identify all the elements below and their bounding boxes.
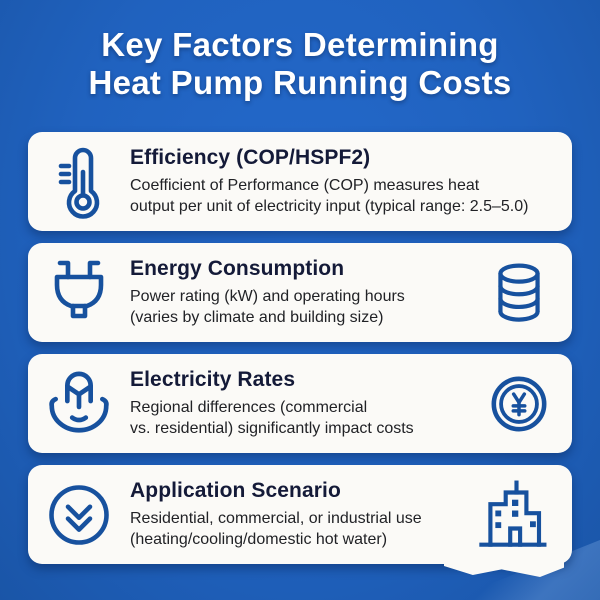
torn-card-edge — [444, 560, 564, 577]
card-application-scenario: Application Scenario Residential, commer… — [28, 465, 572, 577]
card-electricity-rates: Electricity Rates Regional differences (… — [28, 354, 572, 453]
double-chevron-circle-icon — [28, 482, 130, 548]
card-application-scenario-heading: Application Scenario — [130, 479, 341, 502]
card-efficiency-body: Coefficient of Performance (COP) measure… — [130, 175, 564, 217]
card-electricity-rates-heading: Electricity Rates — [130, 368, 296, 391]
card-electricity-rates-body: Regional differences (commercial vs. res… — [130, 397, 482, 439]
card-efficiency-body-line2: output per unit of electricity input (ty… — [130, 198, 529, 215]
card-energy-consumption-text: Energy Consumption Power rating (kW) and… — [130, 257, 490, 328]
page-title: Key Factors Determining Heat Pump Runnin… — [0, 0, 600, 102]
factor-card-list: Efficiency (COP/HSPF2) Coefficient of Pe… — [28, 132, 572, 577]
building-icon — [476, 479, 548, 551]
thermometer-icon — [28, 142, 130, 222]
yen-coin-icon — [490, 375, 548, 433]
card-application-scenario-body-line1: Residential, commercial, or industrial u… — [130, 510, 422, 527]
card-electricity-rates-body-line2: vs. residential) significantly impact co… — [130, 420, 414, 437]
plug-icon — [28, 258, 130, 328]
card-application-scenario-body: Residential, commercial, or industrial u… — [130, 508, 468, 550]
database-icon — [490, 260, 548, 326]
title-line-2: Heat Pump Running Costs — [88, 64, 512, 101]
card-efficiency-body-line1: Coefficient of Performance (COP) measure… — [130, 177, 480, 194]
card-energy-consumption-heading: Energy Consumption — [130, 257, 345, 280]
card-efficiency-heading: Efficiency (COP/HSPF2) — [130, 146, 371, 169]
card-application-scenario-text: Application Scenario Residential, commer… — [130, 479, 476, 550]
card-application-scenario-body-line2: (heating/cooling/domestic hot water) — [130, 531, 388, 548]
card-energy-consumption-body-line1: Power rating (kW) and operating hours — [130, 288, 405, 305]
card-energy-consumption-body-line2: (varies by climate and building size) — [130, 309, 384, 326]
title-line-1: Key Factors Determining — [101, 26, 499, 63]
price-capsule-bowl-icon — [28, 367, 130, 441]
card-energy-consumption-body: Power rating (kW) and operating hours (v… — [130, 286, 482, 328]
card-electricity-rates-text: Electricity Rates Regional differences (… — [130, 368, 490, 439]
card-energy-consumption: Energy Consumption Power rating (kW) and… — [28, 243, 572, 342]
card-electricity-rates-body-line1: Regional differences (commercial — [130, 399, 368, 416]
card-efficiency-text: Efficiency (COP/HSPF2) Coefficient of Pe… — [130, 146, 572, 217]
card-efficiency: Efficiency (COP/HSPF2) Coefficient of Pe… — [28, 132, 572, 231]
